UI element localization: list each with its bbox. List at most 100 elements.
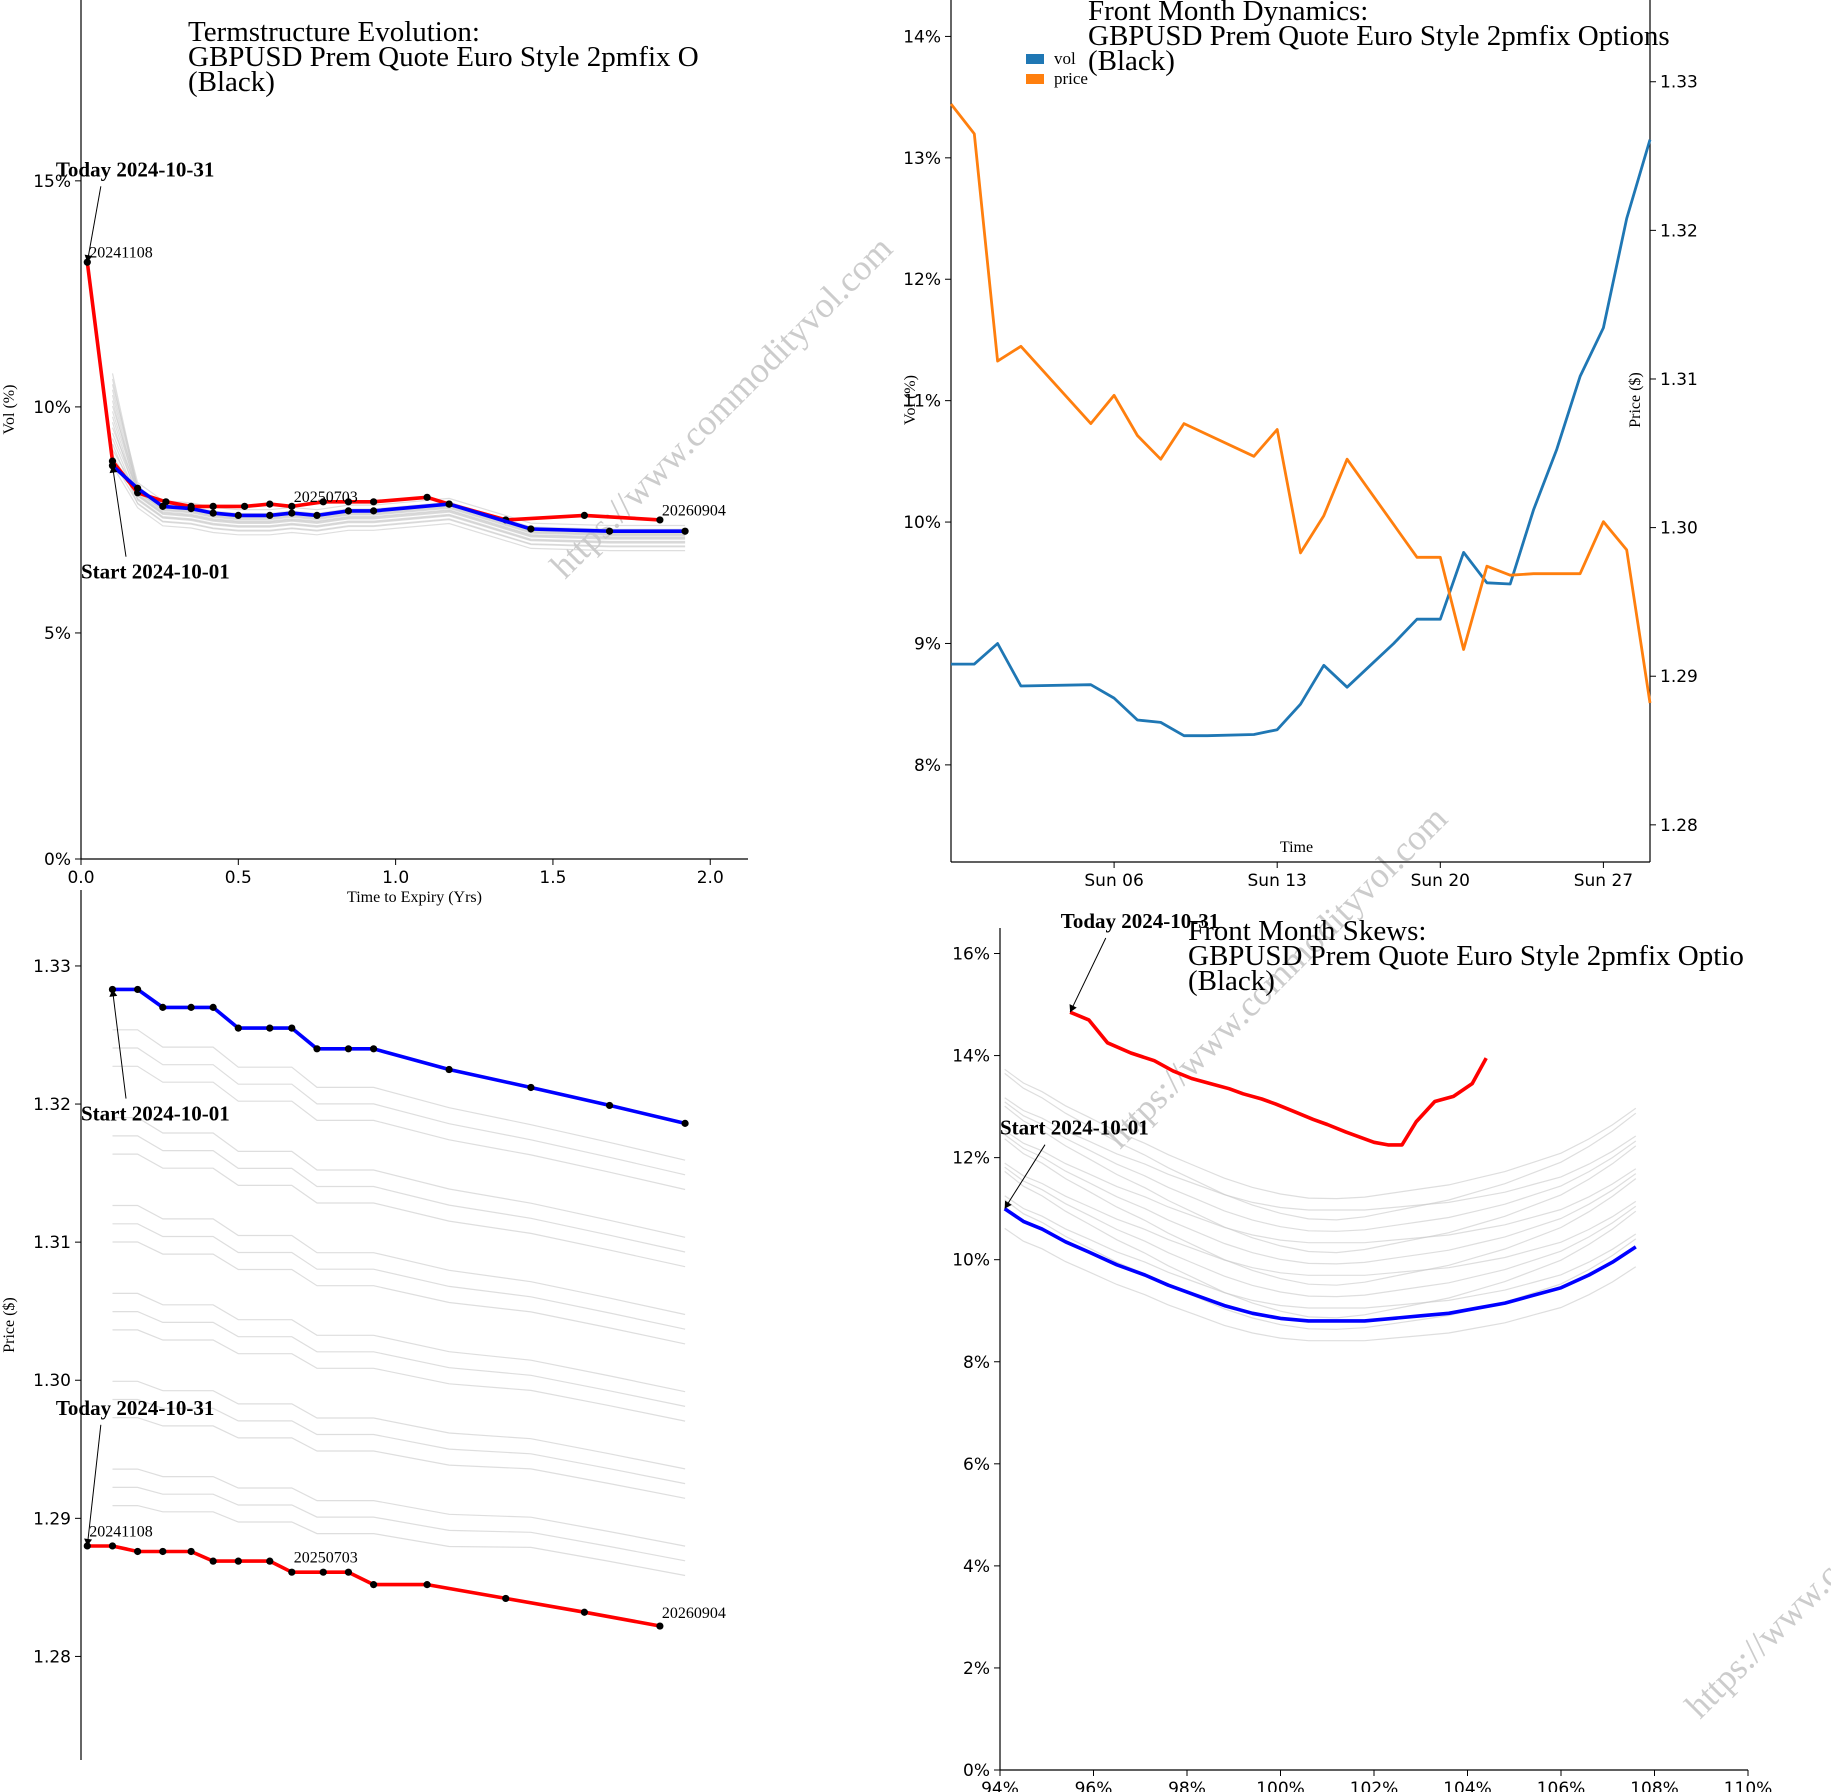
data-point [681,527,689,535]
history-line-2-4 [112,1135,686,1253]
watermark-text: https://www.commodityvol.com [1097,798,1455,1156]
y-tick-label: 0% [963,1761,990,1781]
data-point [134,985,142,994]
x-tick-label: 98% [1168,1779,1206,1792]
data-point [187,505,195,513]
history-line-3-3 [1004,1195,1637,1309]
x-tick-label: 102% [1350,1779,1399,1792]
y-tick-label: 14% [903,27,941,47]
data-point [266,1024,274,1032]
data-point [266,500,274,508]
history-line-0-6 [111,432,686,539]
data-point [580,1608,588,1616]
data-point [288,509,296,517]
y-axis-label: Price ($) [1,1297,18,1353]
chart-title-line: Front Month Dynamics: [1088,0,1368,27]
chart-title-line: (Black) [1088,45,1175,77]
date-label: 20241108 [89,245,152,262]
series-line-today [85,261,661,522]
data-point [209,509,217,517]
y-tick-label: 8% [963,1353,990,1373]
annotation-arrowhead [84,254,93,263]
annotation-arrow [86,186,102,263]
date-label: 20241108 [89,1523,152,1540]
history-line-2-17 [112,1504,686,1577]
data-point [266,1557,274,1565]
series-line-price [949,103,1652,704]
history-line-2-8 [112,1241,686,1345]
y2-tick-label: 1.31 [1660,370,1698,390]
history-line-2-10 [112,1310,686,1407]
data-point [319,1568,327,1576]
history-line-2-11 [112,1329,686,1422]
data-point [656,516,664,524]
chart-title-line: (Black) [188,66,275,98]
data-point [209,1557,217,1565]
data-point [369,1045,378,1053]
front-month-skews-chart: 0% 2% 4% 6% 8% 10% 12% 14% 16% 94% 96% 98% 100% 102% 1… [952,909,1772,1792]
y-axis-label: Vol (%) [1,385,18,435]
data-point [234,1024,242,1032]
history-line-3-6 [1004,1162,1637,1276]
price-termstructure-chart: 1.28 1.29 1.30 1.31 1.32 1.33 Price ($) Start 2… [1,890,726,1760]
history-line-3-7 [1004,1134,1637,1265]
y-tick-label: 10% [33,398,71,418]
data-point [423,493,431,501]
data-point [187,1003,195,1011]
data-point [580,511,588,519]
history-line-3-4 [1004,1166,1637,1298]
x-tick-label: 100% [1256,1779,1305,1792]
data-point [423,1581,431,1589]
data-point [159,502,167,510]
watermark-text: https://www.commodityvol.com [1677,1368,1831,1726]
history-line-0-8 [111,422,686,544]
x-tick-label: Sun 06 [1084,871,1143,891]
data-point [605,527,614,535]
annotation-arrow [111,989,127,1099]
data-point [209,502,217,510]
watermark-layer: https://www.commodityvol.com https://www.… [542,228,1831,1726]
history-line-2-14 [112,1417,686,1499]
y2-tick-label: 1.28 [1660,816,1698,836]
y-tick-label: 4% [963,1557,990,1577]
y-tick-label: 12% [952,1149,990,1169]
data-point [288,1024,296,1032]
y2-tick-label: 1.29 [1660,667,1698,687]
history-line-0-12 [111,400,686,540]
x-tick-label: 104% [1443,1779,1492,1792]
annotation-label: Start 2024-10-01 [81,560,230,584]
annotation-arrowhead [109,465,118,474]
annotation-arrow [1069,937,1107,1013]
y-tick-label: 6% [963,1455,990,1475]
y-tick-label: 1.29 [33,1509,71,1529]
data-point [134,1547,142,1556]
data-point [288,1568,296,1576]
data-point [369,498,378,506]
data-point [605,1101,614,1110]
data-point [445,500,453,508]
date-label: 20260904 [662,1605,726,1622]
x-tick-label: 106% [1537,1779,1586,1792]
annotation-label: Start 2024-10-01 [1000,1116,1149,1140]
y-tick-label: 10% [952,1251,990,1271]
x-tick-label: 2.0 [697,868,724,888]
x-tick-label: 1.0 [382,868,409,888]
annotation-arrowhead [1004,1200,1012,1209]
history-line-0-4 [111,443,686,548]
y-tick-label: 0% [44,850,71,870]
x-tick-label: 94% [981,1779,1019,1792]
history-line-3-12 [1004,1097,1637,1211]
x-tick-label: 96% [1075,1779,1113,1792]
y-tick-label: 12% [903,270,941,290]
data-point [234,511,242,519]
history-line-3-9 [1004,1129,1637,1244]
y-axis-label: Vol (%) [902,375,919,425]
chart-title-line: GBPUSD Prem Quote Euro Style 2pmfix Opti… [1188,940,1744,972]
history-line-2-15 [112,1468,686,1547]
x-tick-label: 0.0 [67,868,94,888]
y-tick-label: 14% [952,1047,990,1067]
data-point [681,1119,689,1127]
data-point [159,1003,167,1011]
history-line-0-3 [111,449,686,538]
legend-swatch-price [1026,74,1044,84]
